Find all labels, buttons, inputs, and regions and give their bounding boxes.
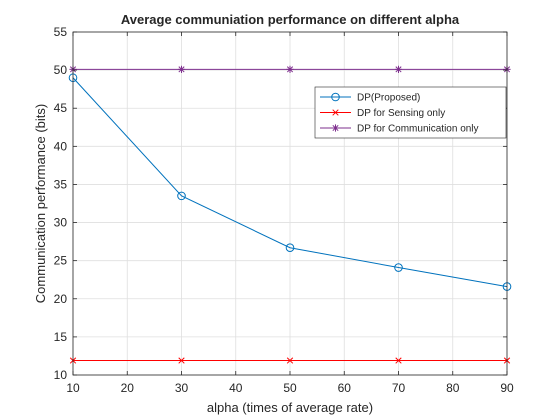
marker-circle bbox=[331, 92, 340, 102]
marker-star-stroke bbox=[395, 66, 402, 73]
data-point bbox=[395, 357, 402, 364]
x-tick-label: 80 bbox=[446, 381, 460, 395]
legend-marker bbox=[331, 92, 340, 102]
y-tick-label: 20 bbox=[54, 292, 68, 306]
data-point bbox=[178, 357, 185, 364]
marker-x-stroke bbox=[332, 109, 339, 116]
data-point bbox=[286, 65, 294, 73]
series-line bbox=[72, 77, 508, 288]
x-tick-label: 30 bbox=[175, 381, 189, 395]
legend-entry-1: DP(Proposed) bbox=[320, 93, 420, 104]
marker-star-stroke bbox=[178, 66, 185, 73]
marker-star-stroke bbox=[332, 124, 339, 132]
y-axis-title: Communication performance (bits) bbox=[33, 104, 48, 303]
y-tick-label: 35 bbox=[54, 177, 68, 191]
x-tick-label: 40 bbox=[229, 381, 243, 395]
legend-entry-3: DP for Communication only bbox=[320, 124, 479, 135]
data-point bbox=[285, 243, 295, 253]
marker-star-stroke bbox=[286, 66, 294, 73]
marker-circle bbox=[177, 191, 186, 201]
legend: DP(Proposed) DP for Sensing only DP for Co… bbox=[314, 86, 507, 139]
x-axis-title: alpha (times of average rate) bbox=[207, 400, 373, 415]
legend-marker bbox=[332, 109, 339, 116]
marker-circle bbox=[285, 243, 295, 253]
marker-circle bbox=[394, 263, 403, 272]
y-tick-label: 25 bbox=[54, 254, 68, 268]
y-tick-label: 30 bbox=[54, 216, 68, 230]
data-point bbox=[286, 357, 294, 364]
legend-label: DP for Sensing only bbox=[357, 108, 445, 119]
y-tick-label: 40 bbox=[54, 139, 68, 153]
x-tick-label: 20 bbox=[121, 381, 135, 395]
y-tick-label: 10 bbox=[54, 368, 68, 382]
chart-title: Average communiation performance on diff… bbox=[121, 12, 460, 27]
legend-label: DP for Communication only bbox=[357, 124, 479, 135]
legend-label: DP(Proposed) bbox=[357, 93, 420, 104]
data-point bbox=[177, 191, 186, 201]
data-point bbox=[394, 263, 403, 272]
y-tick-label: 55 bbox=[54, 25, 68, 39]
marker-x-stroke bbox=[395, 357, 402, 364]
y-tick-label: 45 bbox=[54, 101, 68, 115]
marker-x-stroke bbox=[286, 357, 294, 364]
legend-entry-2: DP for Sensing only bbox=[320, 108, 445, 119]
axis-ticks: 10 20 30 40 50 60 70 80 90 10 15 20 25 30 35 40 45 50 55 bbox=[54, 25, 514, 395]
x-tick-label: 60 bbox=[338, 381, 352, 395]
x-tick-label: 10 bbox=[66, 381, 80, 395]
data-point bbox=[177, 65, 186, 73]
legend-marker bbox=[331, 124, 340, 132]
y-tick-label: 15 bbox=[54, 330, 68, 344]
marker-x-stroke bbox=[178, 357, 185, 364]
y-tick-label: 50 bbox=[54, 63, 68, 77]
x-tick-label: 90 bbox=[500, 381, 514, 395]
x-tick-label: 50 bbox=[283, 381, 297, 395]
data-point bbox=[394, 65, 403, 73]
x-tick-label: 70 bbox=[392, 381, 406, 395]
